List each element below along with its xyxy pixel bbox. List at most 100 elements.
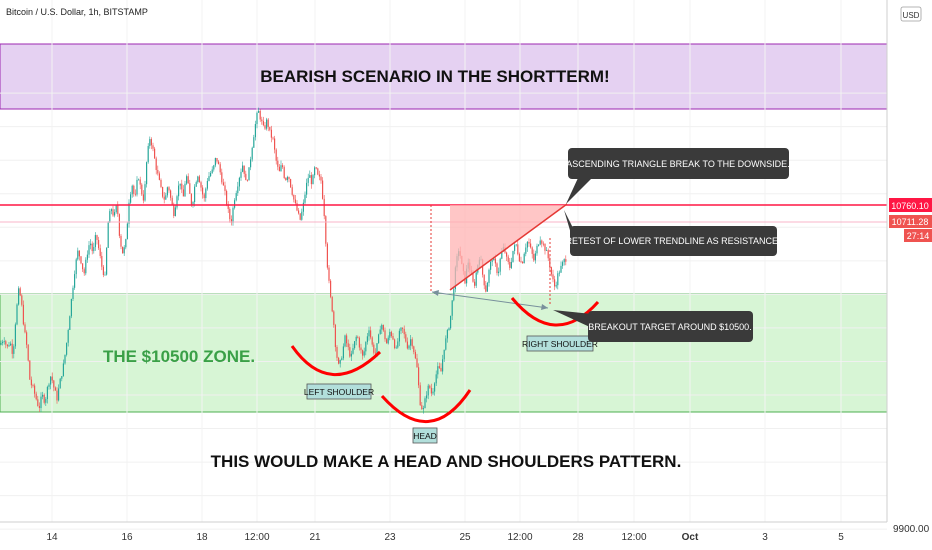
candle-body <box>190 193 192 206</box>
candle-body <box>286 176 288 181</box>
candle-body <box>552 274 554 280</box>
callout-triangle-pointer <box>566 178 592 204</box>
candle-body <box>206 180 208 189</box>
candle-body <box>547 250 549 259</box>
candle-body <box>101 255 103 267</box>
candle-body <box>106 247 108 275</box>
candle-body <box>546 250 548 251</box>
resistance-price-tag <box>889 198 932 212</box>
candle-body <box>266 119 268 129</box>
candle-body <box>398 330 400 342</box>
candle-body <box>354 341 356 349</box>
candle-body <box>64 354 66 364</box>
candle-body <box>362 350 364 356</box>
candle-body <box>222 182 224 186</box>
candle-body <box>472 273 474 282</box>
candle-body <box>416 358 418 368</box>
symbol-header: Bitcoin / U.S. Dollar, 1h, BITSTAMP <box>6 7 148 17</box>
candle-body <box>429 385 431 388</box>
candle-body <box>446 330 448 339</box>
candle-body <box>40 396 42 409</box>
candle-body <box>542 243 544 245</box>
candle-body <box>306 182 308 195</box>
candle-body <box>246 180 248 181</box>
candle-body <box>387 337 389 344</box>
candle-body <box>512 250 514 262</box>
candle-body <box>195 182 197 187</box>
candle-body <box>94 235 96 248</box>
left-shoulder-curve <box>290 345 382 377</box>
candle-body <box>338 357 340 364</box>
candle-body <box>109 211 111 223</box>
candle-body <box>53 380 55 388</box>
candle-body <box>114 212 116 216</box>
candle-body <box>29 360 31 380</box>
candle-body <box>245 173 247 181</box>
candle-body <box>378 334 380 344</box>
candle-body <box>158 173 160 180</box>
candle-body <box>270 129 272 138</box>
candle-body <box>534 253 536 261</box>
candle-body <box>62 363 64 377</box>
candle-body <box>280 165 282 172</box>
candle-body <box>251 147 253 160</box>
current-price-tag <box>889 215 932 228</box>
candle-body <box>544 243 546 251</box>
candle-body <box>118 214 120 236</box>
candle-body <box>341 358 343 360</box>
candle-body <box>2 341 4 344</box>
candle-body <box>261 119 263 122</box>
candle-body <box>224 185 226 191</box>
candle-body <box>82 263 84 270</box>
candle-body <box>346 335 348 344</box>
candle-body <box>134 193 136 195</box>
candle-body <box>275 149 277 161</box>
measured-move-arrow <box>431 291 549 309</box>
candle-body <box>349 347 351 357</box>
candle-body <box>490 261 492 270</box>
candle-body <box>166 187 168 196</box>
candle-body <box>282 165 284 168</box>
candle-body <box>368 330 370 337</box>
candle-body <box>443 349 445 360</box>
candle-body <box>72 287 74 299</box>
candle-body <box>267 119 269 127</box>
candle-body <box>123 247 125 254</box>
callout-retest-box <box>570 226 777 256</box>
candle-body <box>483 274 485 286</box>
candle-body <box>58 388 60 401</box>
candle-body <box>131 185 133 195</box>
zone-label: THE $10500 ZONE. <box>103 347 255 366</box>
candle-body <box>528 241 530 244</box>
candle-body <box>438 366 440 368</box>
candle-body <box>331 296 333 312</box>
triangle-lower-trendline <box>449 203 568 291</box>
candle-body <box>448 328 450 331</box>
candle-body <box>414 352 416 359</box>
time-tick-label: 25 <box>459 532 471 543</box>
candle-body <box>230 219 232 223</box>
time-tick-label: 12:00 <box>621 532 646 543</box>
candle-body <box>435 374 437 384</box>
candle-body <box>509 261 511 268</box>
candle-body <box>171 197 173 205</box>
candle-body <box>128 202 130 224</box>
current-price-text: 10711.28 <box>892 217 929 227</box>
candle-body <box>182 189 184 197</box>
candle-body <box>366 336 368 343</box>
candle-body <box>48 384 50 387</box>
candle-body <box>474 281 476 286</box>
candle-body <box>506 252 508 257</box>
candle-body <box>203 194 205 199</box>
candle-body <box>45 398 47 403</box>
candle-body <box>514 245 516 251</box>
candle-body <box>293 194 295 200</box>
candle-body <box>342 346 344 359</box>
candle-body <box>437 366 439 375</box>
candle-body <box>510 261 512 268</box>
candle-body <box>445 338 447 350</box>
currency-button[interactable] <box>900 6 922 22</box>
candle-body <box>254 124 256 138</box>
candle-body <box>11 343 13 354</box>
candle-body <box>107 222 109 248</box>
